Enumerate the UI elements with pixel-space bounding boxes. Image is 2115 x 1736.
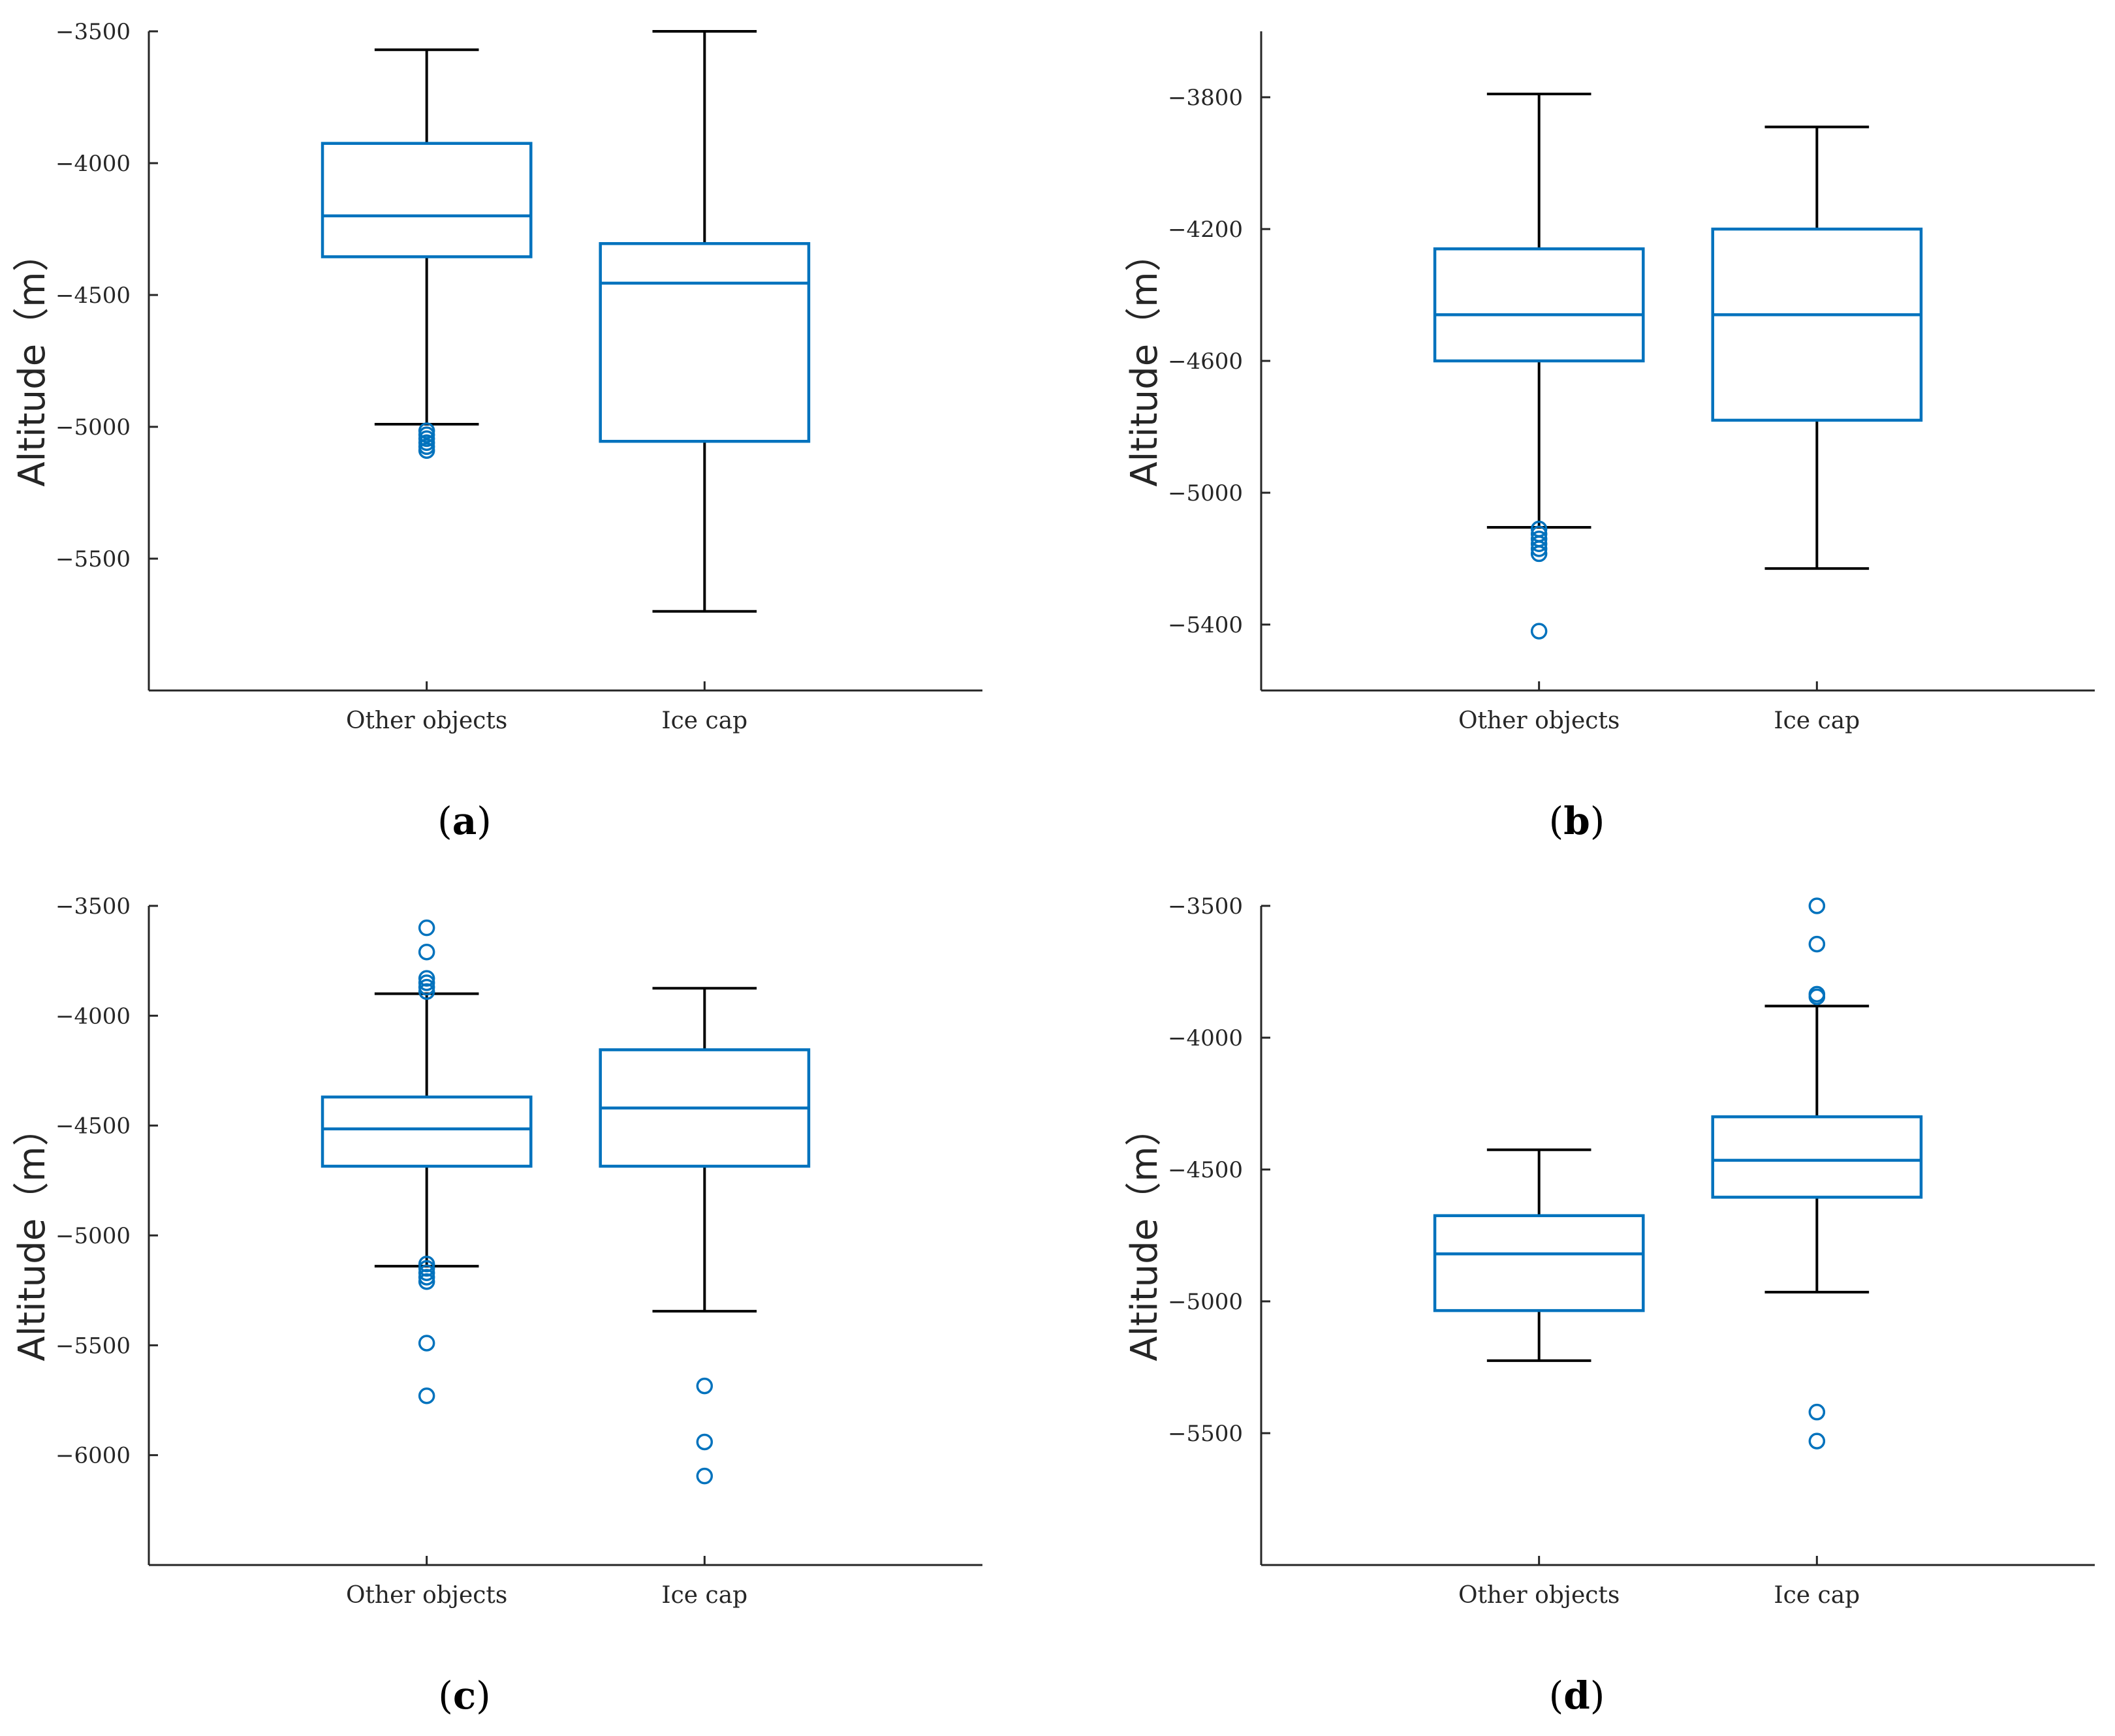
box-other-objects [321,919,533,1404]
outlier-point [418,1273,435,1290]
x-tick-label: Ice cap [661,1582,747,1609]
panel-caption: (d) [1549,1673,1605,1718]
outlier-point [418,1260,435,1277]
outlier-point [418,974,435,991]
outlier-point [696,1377,713,1395]
outlier-point [418,442,435,459]
box-ice-cap [599,987,811,1485]
outlier-point [418,978,435,996]
outlier-point [696,1467,713,1485]
outlier-point [1530,623,1548,640]
box-other-objects [1433,92,1645,640]
x-tick-label: Ice cap [1774,1582,1860,1609]
y-tick-label: −3500 [55,893,131,920]
box-ice-cap [1711,125,1923,570]
panel-a: −5500 −5000 −4500 −4000 −3500 Other objects Ic… [11,19,982,843]
outlier-point [418,1256,435,1273]
iqr-box [321,1095,533,1168]
x-tick-label: Other objects [346,1582,507,1609]
outlier-point [696,1433,713,1451]
y-tick-label: −5000 [1168,1289,1243,1315]
panel-caption: (a) [437,799,492,843]
iqr-box [1711,227,1923,422]
outlier-point [418,970,435,987]
panel-d: −5500 −5000 −4500 −4000 −3500 Other objects Ic… [1123,893,2095,1718]
y-tick-label: −5000 [55,414,131,441]
outlier-point [418,1269,435,1286]
iqr-box [1433,1214,1645,1312]
outlier-point [1530,545,1548,563]
y-tick-label: −4000 [55,1003,131,1029]
box-ice-cap [599,30,811,613]
y-tick-label: −5500 [55,1333,131,1359]
x-tick-label: Ice cap [661,707,747,734]
y-axis-title: Altitude（m） [1123,235,1166,486]
outlier-point [1808,935,1826,953]
x-tick-label: Ice cap [1774,707,1860,734]
y-tick-label: −4000 [55,151,131,177]
outlier-point [1808,897,1826,914]
y-tick-label: −5500 [1168,1421,1243,1447]
y-tick-label: −5000 [1168,480,1243,506]
box-ice-cap [1711,897,1923,1449]
panel-caption: (b) [1549,799,1605,843]
y-tick-label: −4500 [55,1113,131,1139]
outlier-point [418,983,435,1000]
panel-c: −6000 −5500 −5000 −4500 −4000 −3500 Other obje… [11,893,982,1718]
iqr-box [321,142,533,258]
x-tick-label: Other objects [1458,1582,1620,1609]
y-tick-label: −4600 [1168,349,1243,375]
x-tick-label: Other objects [346,707,507,734]
y-tick-label: −6000 [55,1443,131,1469]
y-axis-title: Altitude（m） [11,235,54,486]
y-tick-label: −3500 [55,19,131,45]
box-other-objects [321,48,533,459]
iqr-box [599,241,811,443]
y-tick-label: −4000 [1168,1025,1243,1051]
iqr-box [1711,1115,1923,1199]
y-axis-title: Altitude（m） [11,1109,54,1361]
panel-b: −5400 −5000 −4600 −4200 −3800 Other objects Ic… [1123,31,2095,843]
outlier-point [418,943,435,961]
outlier-point [418,919,435,937]
y-tick-label: −4200 [1168,217,1243,243]
outlier-point [1530,535,1548,553]
outlier-point [1808,1403,1826,1421]
y-tick-label: −4500 [55,283,131,309]
x-tick-label: Other objects [1458,707,1620,734]
y-tick-label: −5000 [55,1223,131,1249]
y-tick-label: −5400 [1168,612,1243,638]
y-tick-label: −4500 [1168,1157,1243,1183]
panel-caption: (c) [438,1673,491,1718]
y-tick-label: −5500 [55,546,131,572]
outlier-point [418,1335,435,1352]
outlier-point [1530,540,1548,557]
iqr-box [1433,247,1645,363]
box-other-objects [1433,1148,1645,1362]
outlier-point [1808,988,1826,1006]
y-tick-label: −3800 [1168,85,1243,111]
y-tick-label: −3500 [1168,893,1243,920]
outlier-point [1808,1433,1826,1449]
outlier-point [418,1264,435,1281]
outlier-point [418,1387,435,1404]
y-axis-title: Altitude（m） [1123,1109,1166,1361]
